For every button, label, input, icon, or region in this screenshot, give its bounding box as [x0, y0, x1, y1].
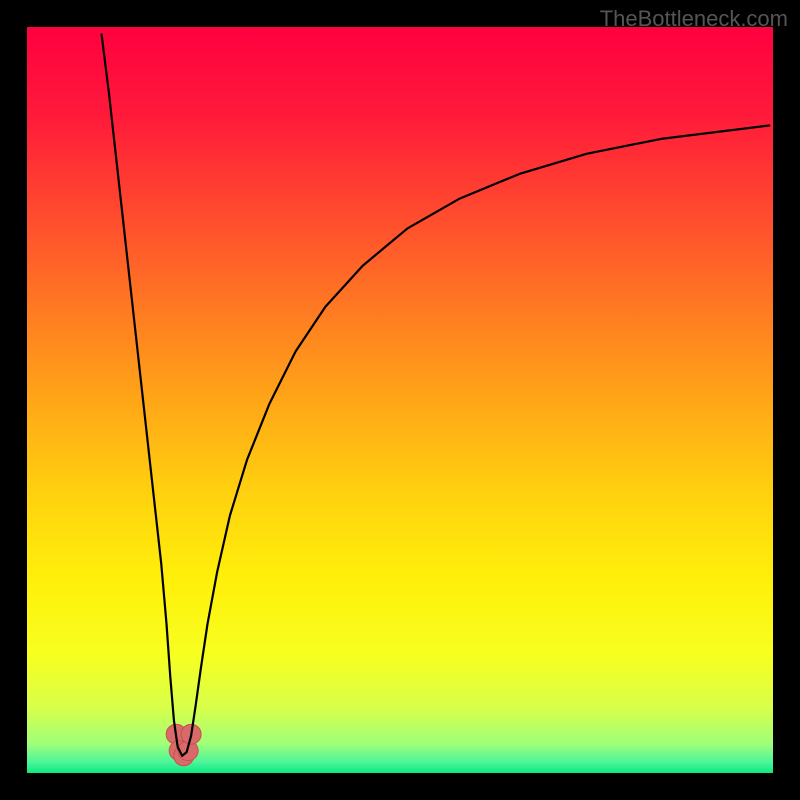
- chart-svg: [0, 0, 800, 800]
- chart-root: TheBottleneck.com: [0, 0, 800, 800]
- watermark-text: TheBottleneck.com: [600, 6, 788, 32]
- plot-background-gradient: [25, 25, 775, 775]
